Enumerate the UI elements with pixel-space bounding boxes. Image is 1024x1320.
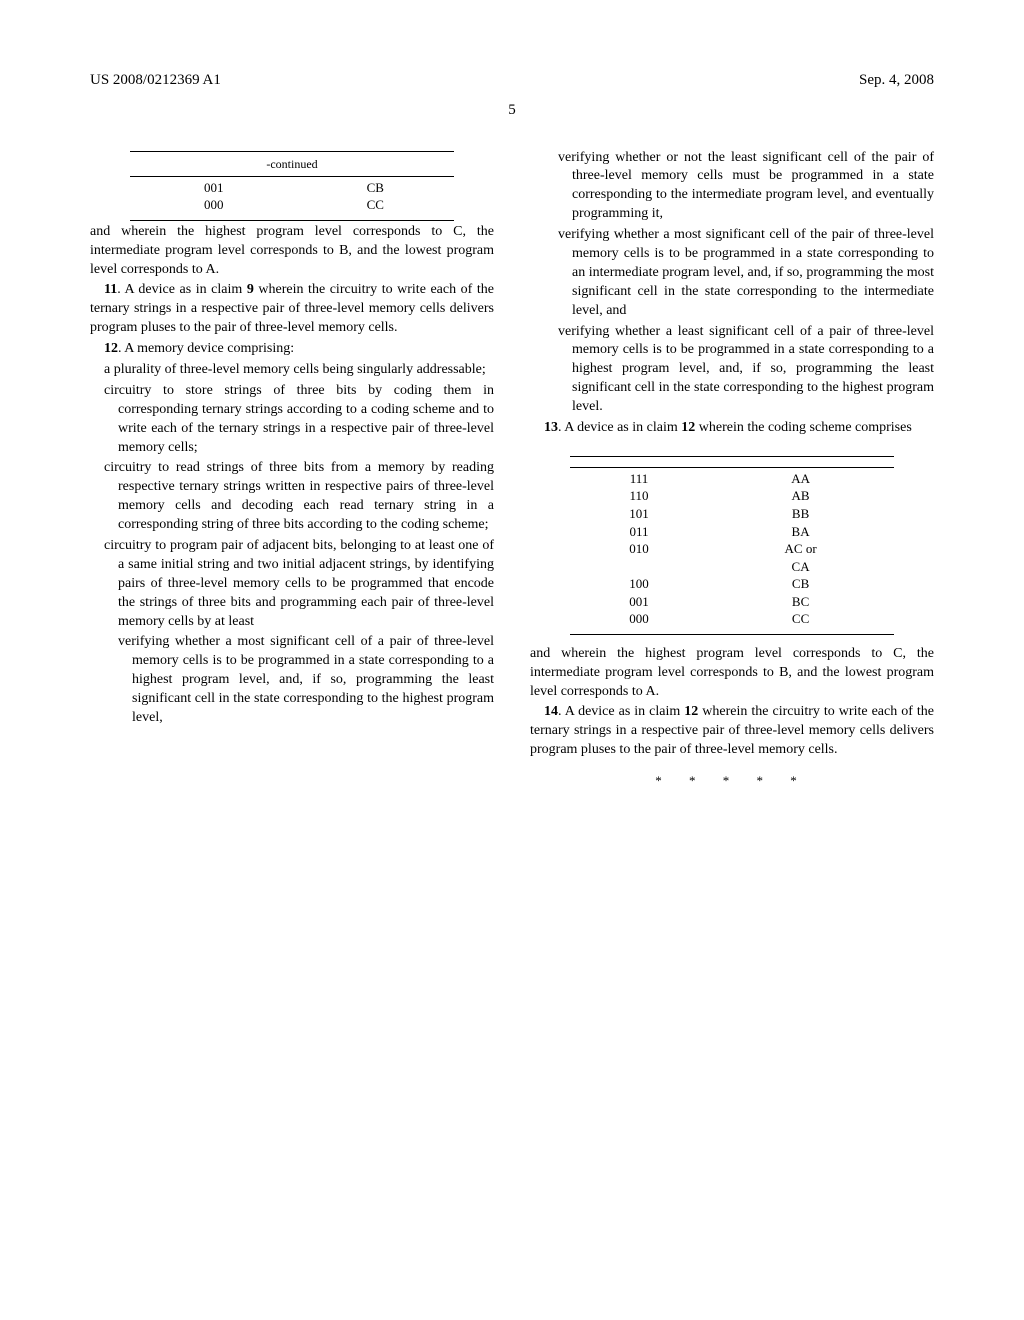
table-row: 001CB [130,179,453,197]
table-cell: 100 [570,575,707,593]
table-caption: -continued [90,154,494,174]
table-row: 000CC [570,610,893,628]
claim-ref: 9 [247,282,254,297]
table-row: 001BC [570,593,893,611]
claim-sub-limitation: verifying whether a most significant cel… [90,633,494,727]
table-cell: CB [708,575,894,593]
table-cell: AB [708,487,894,505]
table-rule [130,220,453,221]
page-header: US 2008/0212369 A1 Sep. 4, 2008 [90,70,934,90]
claim-13: 13. A device as in claim 12 wherein the … [530,419,934,438]
table-cell [570,558,707,576]
table-cell: BB [708,505,894,523]
table-cell: CC [708,610,894,628]
claim-limitation: a plurality of three-level memory cells … [90,361,494,380]
table-row: 010AC or [570,540,893,558]
table-cell: 000 [130,196,297,214]
claim-limitation: circuitry to program pair of adjacent bi… [90,537,494,631]
page-number: 5 [90,100,934,120]
table-row: 100CB [570,575,893,593]
claim-number: 12 [104,341,118,356]
table-cell: 001 [570,593,707,611]
table-row: 111AA [570,470,893,488]
table-rule [570,456,893,457]
table-cell: AC or [708,540,894,558]
claim-number: 13 [544,420,558,435]
claim-sub-limitation: verifying whether a most significant cel… [530,226,934,320]
table-rule [130,176,453,177]
table-rule [130,151,453,152]
table-row: 000CC [130,196,453,214]
coding-table-continued: 001CB000CC [130,179,453,214]
table-cell: 111 [570,470,707,488]
table-rule [570,634,893,635]
right-column: verifying whether or not the least signi… [530,149,934,790]
table-row: 011BA [570,523,893,541]
claim-ref: 12 [684,704,698,719]
table-cell: 101 [570,505,707,523]
table-row: 101BB [570,505,893,523]
left-column: -continued 001CB000CC and wherein the hi… [90,149,494,790]
body-text: and wherein the highest program level co… [90,223,494,280]
claim-14: 14. A device as in claim 12 wherein the … [530,703,934,760]
body-text: and wherein the highest program level co… [530,645,934,702]
table-cell: AA [708,470,894,488]
claim-11: 11. A device as in claim 9 wherein the c… [90,281,494,338]
publication-date: Sep. 4, 2008 [859,70,934,90]
claim-limitation: circuitry to read strings of three bits … [90,459,494,535]
table-cell: BC [708,593,894,611]
claim-sub-limitation: verifying whether a least significant ce… [530,323,934,417]
coding-table: 111AA110AB101BB011BA010AC orCA100CB001BC… [570,470,893,628]
table-row: 110AB [570,487,893,505]
table-cell: 001 [130,179,297,197]
table-cell: 110 [570,487,707,505]
table-rule [570,467,893,468]
end-stars: * * * * * [530,772,934,790]
claim-sub-limitation: verifying whether or not the least signi… [530,149,934,225]
claim-ref: 12 [681,420,695,435]
table-cell: 011 [570,523,707,541]
table-cell: BA [708,523,894,541]
table-cell: 000 [570,610,707,628]
publication-number: US 2008/0212369 A1 [90,70,221,90]
table-row: CA [570,558,893,576]
claim-limitation: circuitry to store strings of three bits… [90,382,494,458]
claim-number: 14 [544,704,558,719]
table-cell: CC [297,196,454,214]
table-cell: CA [708,558,894,576]
table-cell: 010 [570,540,707,558]
table-cell: CB [297,179,454,197]
claim-12: 12. A memory device comprising: [90,340,494,359]
claim-number: 11 [104,282,117,297]
